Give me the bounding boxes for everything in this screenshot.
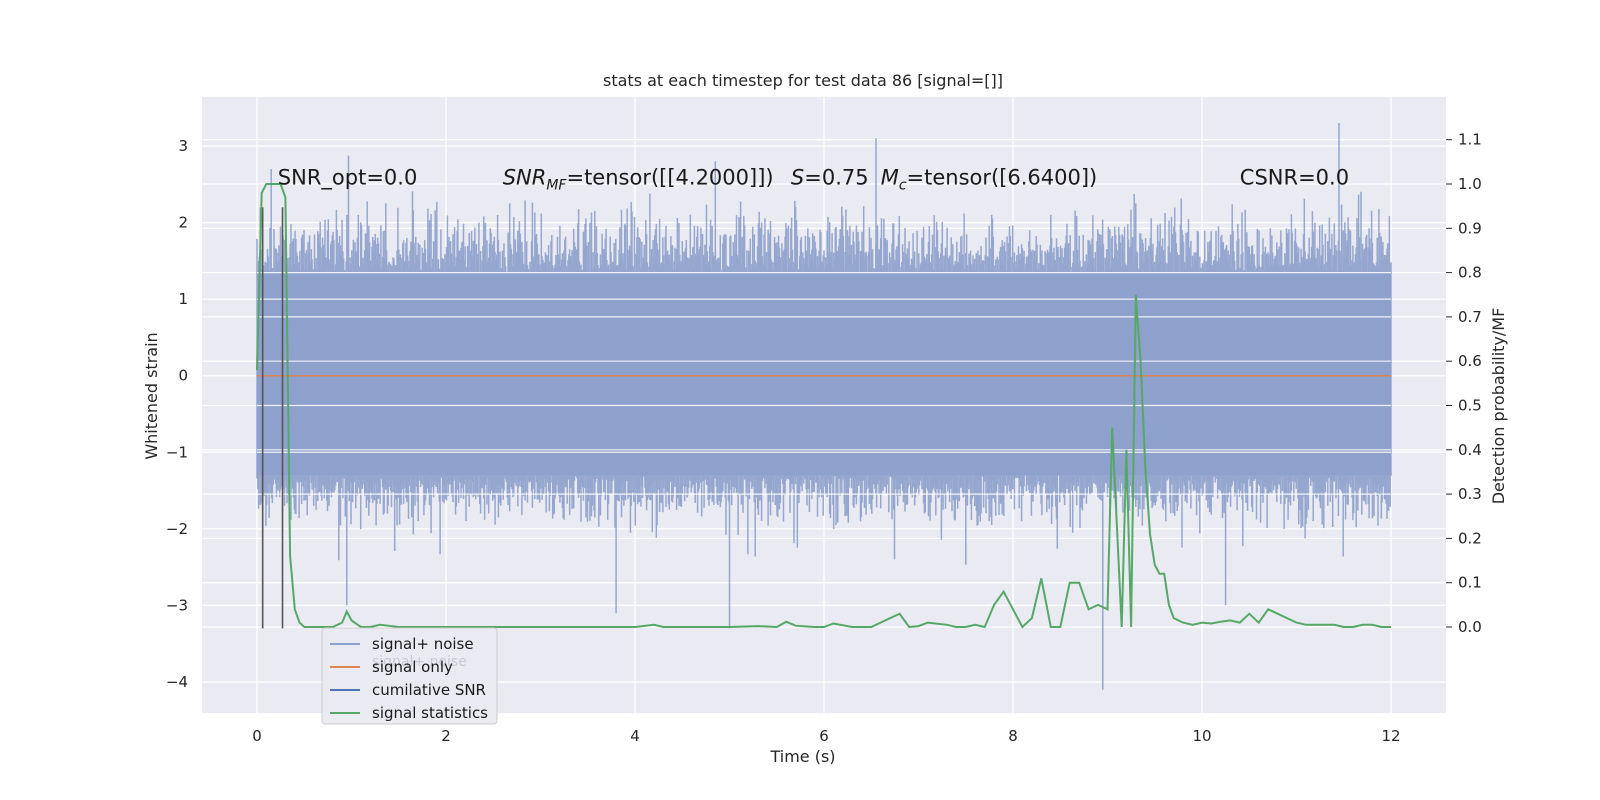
x-tick-label: 12: [1381, 727, 1400, 745]
legend-label: signal+ noise: [372, 635, 474, 653]
x-axis-ticks: 0 2 4 6 8 10 12: [252, 727, 1400, 745]
y2-tick-label: 0.4: [1458, 441, 1482, 459]
y2-tick-label: 0.6: [1458, 352, 1482, 370]
annotation: SNRMF=tensor([[4.2000]]): [503, 165, 774, 193]
y2-tick-label: 0.3: [1458, 485, 1482, 503]
y-tick-label: 1: [178, 290, 188, 308]
annotation: SNR_opt=0.0: [278, 165, 418, 190]
x-tick-label: 8: [1008, 727, 1018, 745]
y2-tick-label: 0.7: [1458, 308, 1482, 326]
y-tick-label: −3: [166, 596, 188, 614]
legend-ghost-label: signal+ noise: [372, 654, 467, 670]
y-tick-label: 0: [178, 367, 188, 385]
series-signal-statistics: [256, 183, 1391, 629]
y-tick-label: −4: [166, 673, 188, 691]
signal-statistics-line: [256, 183, 1391, 629]
y-tick-label: 3: [178, 137, 188, 155]
y-tick-label: −2: [166, 520, 188, 538]
y2-tick-label: 0.1: [1458, 574, 1482, 592]
y2-tick-label: 0.9: [1458, 219, 1482, 237]
x-tick-label: 2: [441, 727, 451, 745]
chart-title: stats at each timestep for test data 86 …: [603, 71, 1003, 90]
y-tick-label: 2: [178, 214, 188, 232]
y2-tick-label: 1.0: [1458, 175, 1482, 193]
legend-label: signal statistics: [372, 704, 488, 722]
annotations: SNR_opt=0.0 SNRMF=tensor([[4.2000]]) S=0.7…: [278, 165, 1349, 193]
legend-label: cumilative SNR: [372, 681, 486, 699]
series-signal-noise: [256, 123, 1392, 690]
x-tick-label: 10: [1192, 727, 1211, 745]
y2-axis-label: Detection probability/MF: [1489, 308, 1508, 505]
legend-label: signal only: [372, 658, 453, 676]
x-tick-label: 0: [252, 727, 262, 745]
y2-tick-label: 1.1: [1458, 131, 1482, 149]
y2-tick-label: 0.0: [1458, 618, 1482, 636]
y2-tick-label: 0.8: [1458, 264, 1482, 282]
legend-box: [321, 627, 498, 725]
x-tick-label: 6: [819, 727, 829, 745]
x-tick-label: 4: [630, 727, 640, 745]
y2-tick-label: 0.5: [1458, 397, 1482, 415]
annotation: S=0.75: [791, 165, 869, 189]
annotation: Mc=tensor([6.6400]): [881, 165, 1098, 193]
x-axis-label: Time (s): [769, 747, 835, 766]
y2-axis-ticks: 1.1 1.0 0.9 0.8 0.7 0.6 0.5 0.4 0.3 0.2 0.1 0.0: [1446, 131, 1482, 636]
series-markers: [261, 207, 284, 629]
y-axis-ticks: 3 2 1 0 −1 −2 −3 −4: [166, 137, 188, 691]
annotation: CSNR=0.0: [1240, 165, 1349, 189]
y-tick-label: −1: [166, 443, 188, 461]
y2-tick-label: 0.2: [1458, 529, 1482, 547]
y-axis-label: Whitened strain: [142, 332, 161, 459]
